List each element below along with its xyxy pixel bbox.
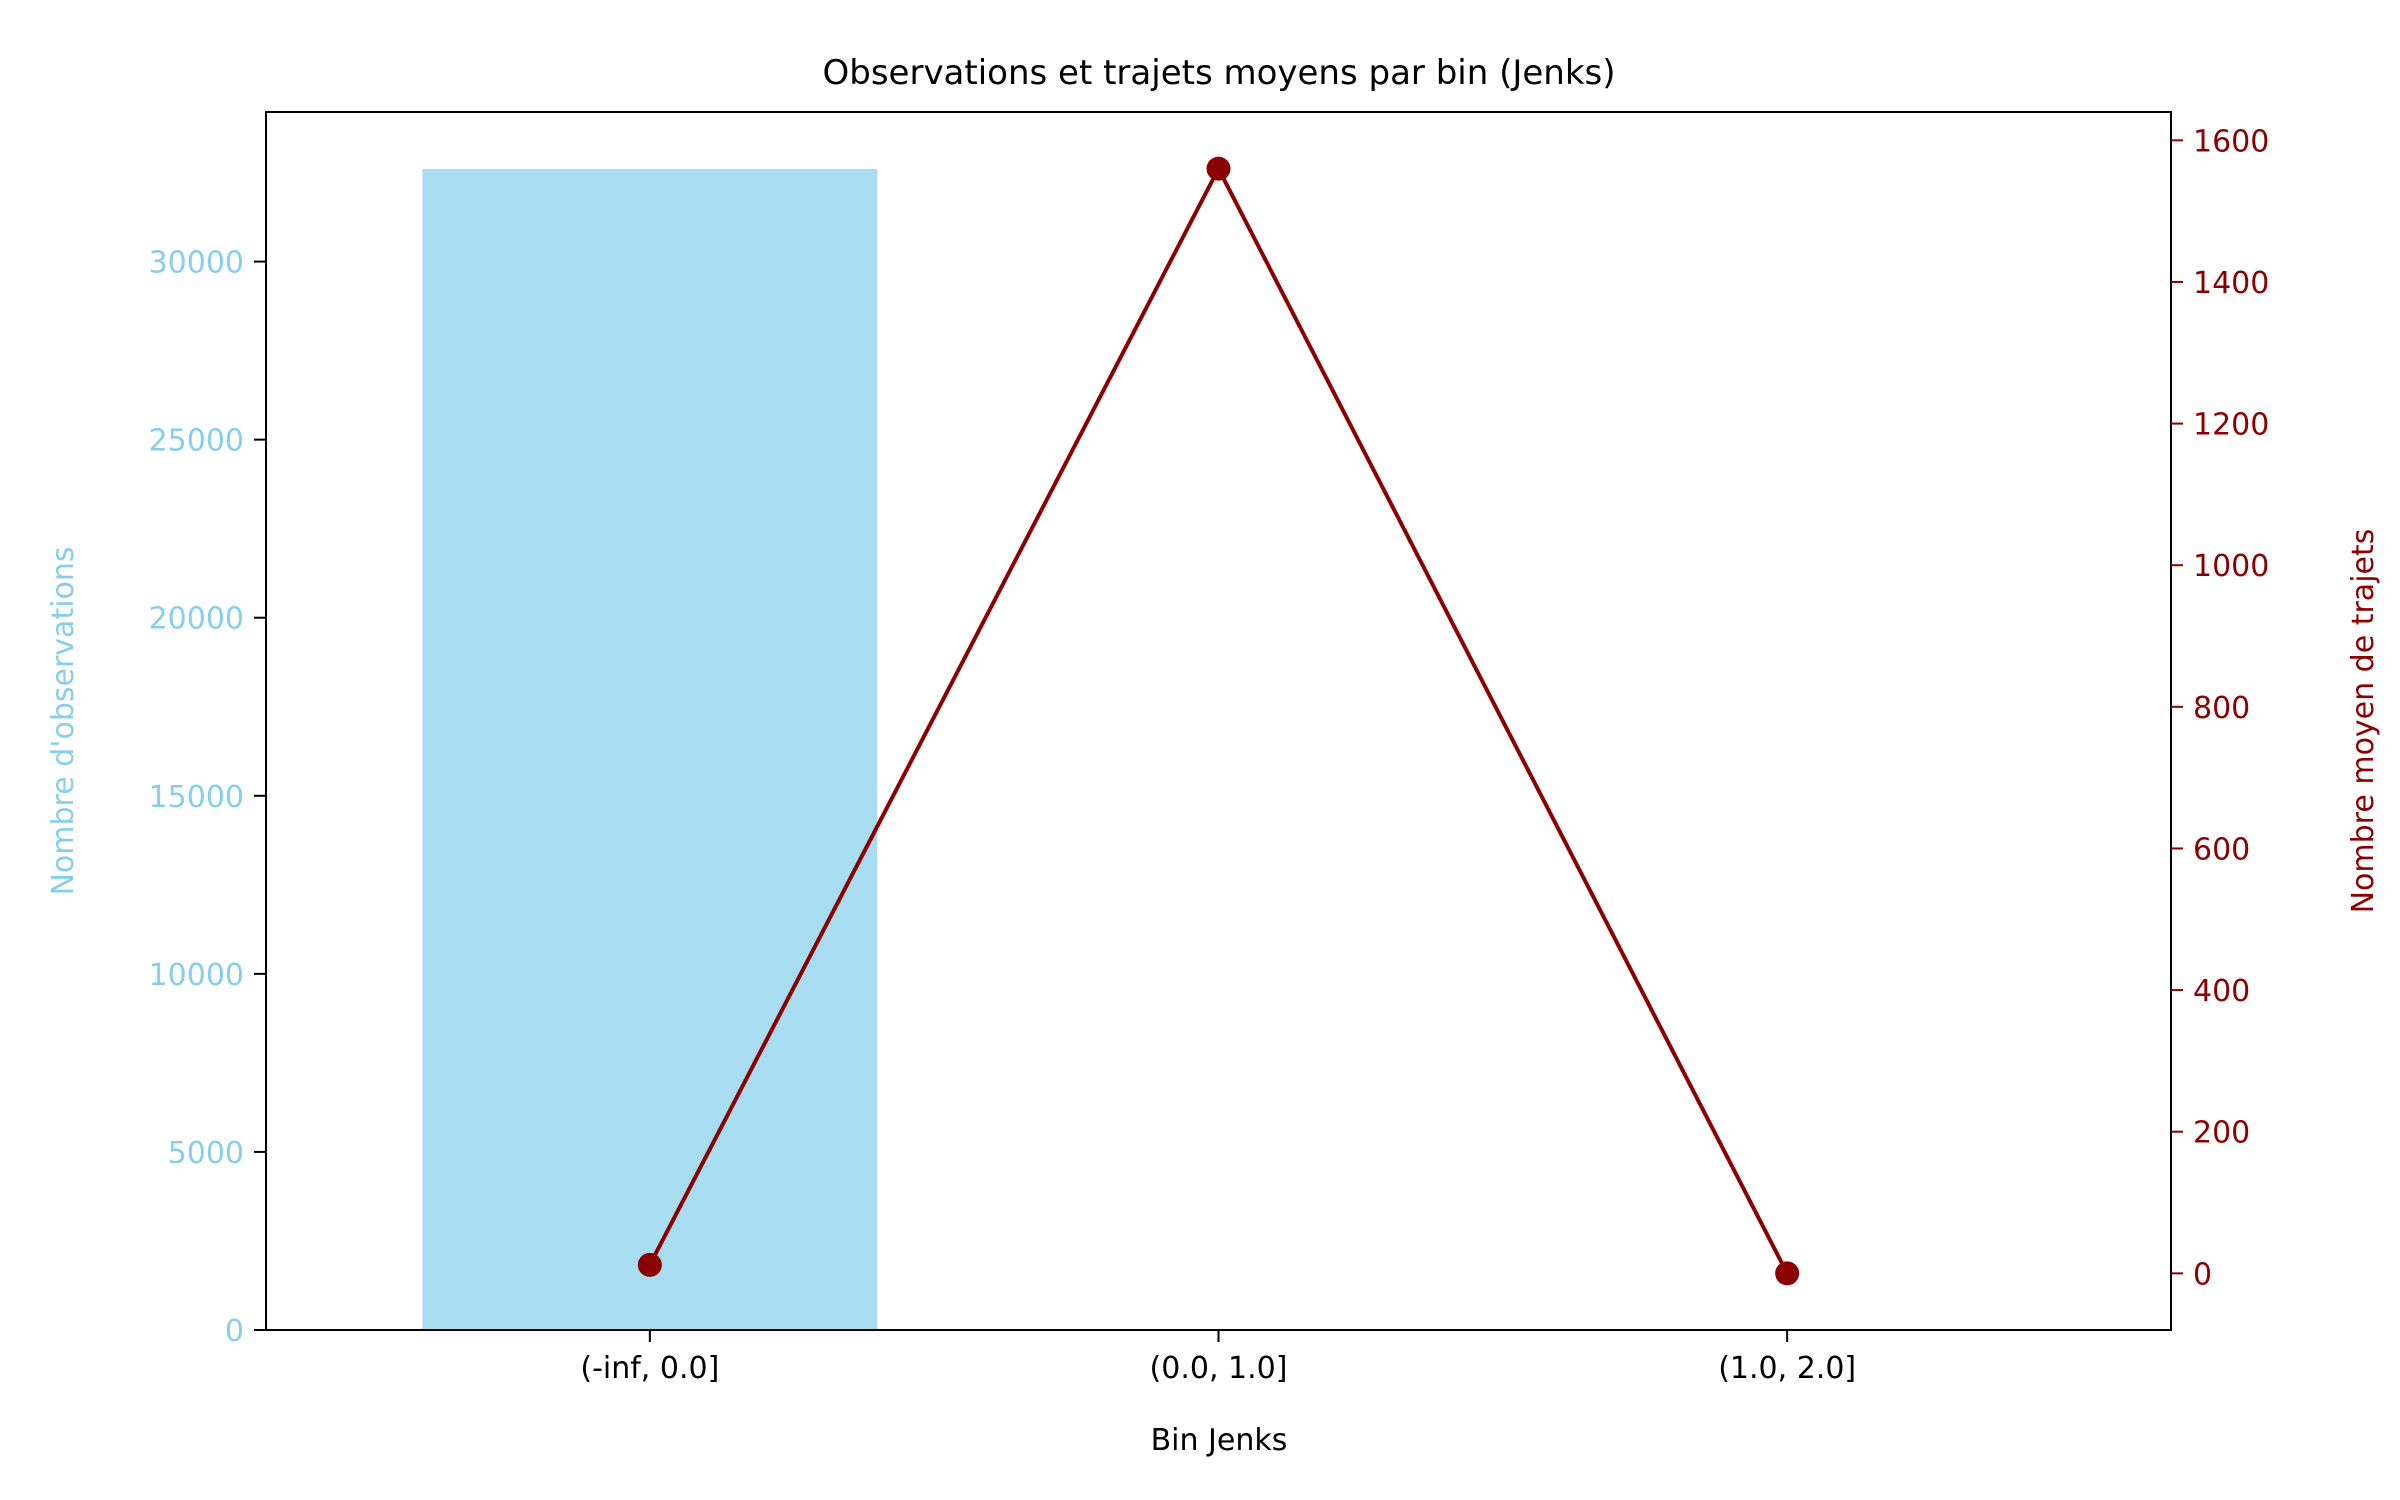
left-y-tick-label-1: 5000 bbox=[168, 1136, 244, 1171]
right-y-axis-label: Nombre moyen de trajets bbox=[2346, 529, 2381, 914]
right-y-tick-label-7: 1400 bbox=[2193, 266, 2269, 301]
left-y-tick-label-5: 25000 bbox=[149, 424, 244, 459]
line-layer bbox=[637, 156, 1800, 1286]
left-y-axis-label: Nombre d'observations bbox=[46, 546, 81, 895]
left-y-tick-label-2: 10000 bbox=[149, 958, 244, 993]
right-y-tick-label-4: 800 bbox=[2193, 691, 2250, 726]
left-y-tick-label-0: 0 bbox=[225, 1314, 244, 1349]
right-y-tick-label-3: 600 bbox=[2193, 832, 2250, 867]
line-marker-2 bbox=[1775, 1261, 1800, 1286]
right-y-tick-label-1: 200 bbox=[2193, 1116, 2250, 1151]
line-marker-0 bbox=[637, 1252, 662, 1277]
line-marker-1 bbox=[1206, 156, 1231, 181]
x-tick-label-2: (1.0, 2.0] bbox=[1718, 1351, 1856, 1386]
left-y-tick-label-6: 30000 bbox=[149, 246, 244, 281]
right-y-tick-label-6: 1200 bbox=[2193, 408, 2269, 443]
x-tick-label-0: (-inf, 0.0] bbox=[580, 1351, 719, 1386]
right-y-tick-label-0: 0 bbox=[2193, 1257, 2212, 1292]
right-y-axis: 0 200 400 600 800 1000 1200 1400 1600 bbox=[2171, 124, 2269, 1292]
bars-layer bbox=[422, 168, 878, 1331]
x-axis-label: Bin Jenks bbox=[1151, 1423, 1288, 1458]
x-tick-label-1: (0.0, 1.0] bbox=[1150, 1351, 1288, 1386]
right-y-tick-label-8: 1600 bbox=[2193, 124, 2269, 159]
x-axis: (-inf, 0.0] (0.0, 1.0] (1.0, 2.0] bbox=[580, 1330, 1856, 1386]
right-y-tick-label-2: 400 bbox=[2193, 974, 2250, 1009]
right-y-tick-label-5: 1000 bbox=[2193, 549, 2269, 584]
left-y-tick-label-3: 15000 bbox=[149, 780, 244, 815]
bar-0 bbox=[422, 168, 878, 1331]
chart-title: Observations et trajets moyens par bin (… bbox=[822, 53, 1615, 93]
left-y-axis: 0 5000 10000 15000 20000 25000 30000 bbox=[149, 246, 266, 1349]
left-y-tick-label-4: 20000 bbox=[149, 602, 244, 637]
